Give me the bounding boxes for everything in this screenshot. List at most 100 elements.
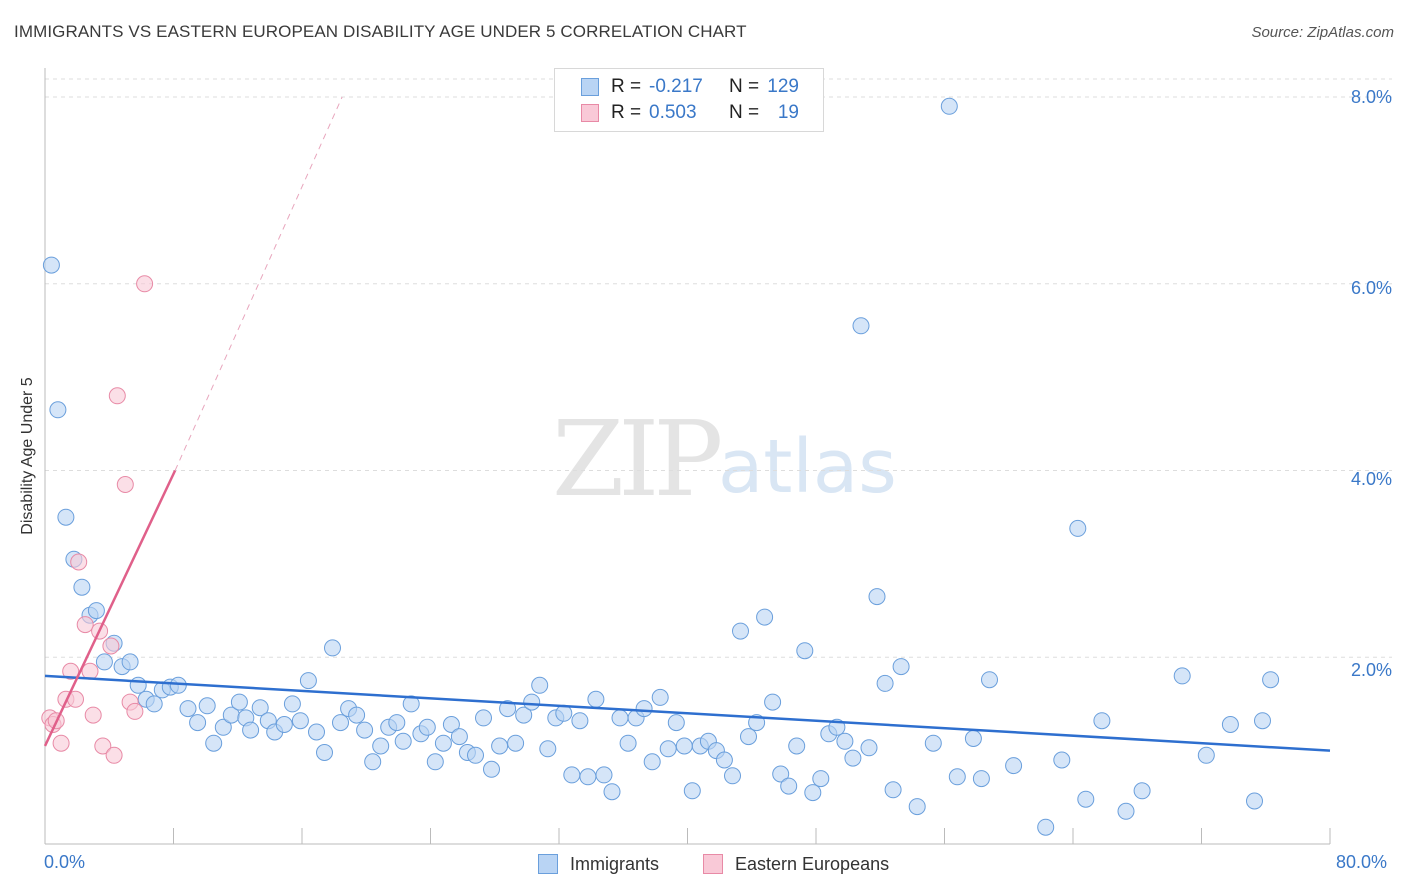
data-point-immigrants — [772, 765, 790, 783]
legend-r-value-immigrants: -0.217 — [649, 76, 703, 97]
data-point-immigrants — [388, 714, 406, 732]
data-point-immigrants — [1117, 802, 1135, 820]
data-point-immigrants — [924, 734, 942, 752]
data-point-immigrants — [619, 734, 637, 752]
data-point-immigrants — [611, 709, 629, 727]
data-point-immigrants — [87, 602, 105, 620]
data-point-immigrants — [1077, 790, 1095, 808]
data-point-immigrants — [892, 658, 910, 676]
axes — [44, 68, 1331, 845]
data-point-immigrants — [42, 256, 60, 274]
data-point-immigrants — [595, 766, 613, 784]
x-tick-label-max: 80.0% — [1336, 852, 1388, 872]
data-point-immigrants — [442, 716, 460, 733]
data-point-immigrants — [724, 767, 741, 785]
data-point-immigrants — [145, 695, 163, 713]
data-point-immigrants — [49, 401, 67, 419]
data-point-immigrants — [964, 730, 982, 747]
data-point-immigrants — [812, 770, 830, 788]
data-point-immigrants — [251, 699, 269, 717]
data-point-immigrants — [868, 588, 886, 606]
data-point-immigrants — [179, 700, 197, 718]
data-point-immigrants — [860, 739, 878, 757]
data-point-immigrants — [948, 768, 966, 786]
data-point-eastern-europeans — [84, 706, 102, 724]
data-point-immigrants — [667, 714, 685, 732]
stats-legend: R = -0.217 N = 129 R = 0.503 N = 19 — [554, 68, 824, 132]
legend-row-eastern-europeans: R = 0.503 N = 19 — [577, 101, 817, 125]
data-point-immigrants — [940, 97, 958, 115]
legend-swatch-immigrants — [581, 78, 599, 96]
data-point-immigrants — [1221, 716, 1239, 733]
data-point-immigrants — [764, 693, 782, 711]
chart-title: IMMIGRANTS VS EASTERN EUROPEAN DISABILIT… — [14, 22, 747, 41]
watermark-zip: ZIP — [552, 398, 723, 520]
data-point-immigrants — [603, 783, 621, 801]
data-point-eastern-europeans — [62, 662, 80, 680]
data-point-immigrants — [635, 700, 653, 718]
data-point-immigrants — [1005, 757, 1023, 775]
data-point-immigrants — [972, 770, 990, 788]
legend-r-value-eastern-europeans: 0.503 — [649, 102, 697, 123]
legend-n-label: N = — [729, 102, 760, 123]
data-point-immigrants — [563, 766, 581, 784]
data-point-immigrants — [844, 749, 862, 767]
data-point-immigrants — [356, 721, 374, 739]
data-point-immigrants — [683, 782, 701, 800]
data-point-immigrants — [740, 728, 757, 746]
data-point-immigrants — [732, 622, 749, 640]
watermark-atlas: atlas — [718, 424, 897, 510]
y-tick-label-4: 4.0% — [1350, 469, 1392, 489]
bottom-legend-swatch-immigrants — [538, 854, 558, 874]
data-point-eastern-europeans — [126, 702, 144, 720]
data-point-immigrants — [675, 737, 693, 755]
data-point-immigrants — [507, 734, 525, 752]
data-point-immigrants — [475, 709, 492, 727]
data-point-immigrants — [214, 718, 232, 736]
trend-line-eastern-europeans-extension — [174, 96, 343, 471]
data-point-immigrants — [908, 798, 926, 816]
data-point-immigrants — [715, 751, 733, 769]
data-point-immigrants — [659, 740, 677, 758]
data-point-immigrants — [651, 688, 669, 706]
legend-r-label: R = — [611, 102, 642, 123]
legend-swatch-eastern-europeans — [581, 104, 599, 122]
data-point-immigrants — [57, 508, 75, 526]
y-tick-label-8: 8.0% — [1350, 87, 1392, 107]
bottom-legend-label-eastern-europeans: Eastern Europeans — [735, 854, 890, 874]
data-point-immigrants — [876, 674, 894, 692]
data-points — [41, 97, 1280, 836]
trend-lines — [43, 96, 1331, 752]
data-point-eastern-europeans — [94, 737, 112, 755]
data-point-immigrants — [73, 578, 91, 596]
trend-line-immigrants — [44, 674, 1331, 752]
data-point-immigrants — [1173, 667, 1191, 685]
legend-r-label: R = — [611, 76, 642, 97]
data-point-immigrants — [531, 676, 549, 694]
data-point-immigrants — [756, 608, 774, 626]
data-point-eastern-europeans — [102, 637, 120, 655]
data-point-immigrants — [450, 728, 468, 746]
data-point-eastern-europeans — [116, 476, 134, 493]
data-point-immigrants — [205, 734, 223, 752]
data-point-eastern-europeans — [136, 275, 154, 293]
data-point-immigrants — [643, 753, 661, 771]
legend-n-label: N = — [729, 76, 760, 97]
data-point-immigrants — [198, 697, 216, 715]
data-point-immigrants — [467, 746, 484, 764]
data-point-immigrants — [394, 732, 412, 750]
data-point-immigrants — [299, 672, 317, 690]
data-point-immigrants — [129, 676, 147, 694]
data-point-immigrants — [587, 690, 605, 708]
data-point-immigrants — [1037, 818, 1055, 836]
source-label: Source: ZipAtlas.com — [1251, 24, 1394, 41]
data-point-immigrants — [121, 653, 139, 671]
data-point-immigrants — [332, 714, 349, 732]
data-point-immigrants — [1197, 746, 1215, 764]
data-point-immigrants — [364, 753, 382, 771]
data-point-immigrants — [242, 721, 260, 739]
data-point-immigrants — [539, 740, 557, 758]
data-point-immigrants — [434, 734, 452, 752]
data-point-immigrants — [426, 753, 444, 771]
data-point-eastern-europeans — [105, 746, 123, 764]
